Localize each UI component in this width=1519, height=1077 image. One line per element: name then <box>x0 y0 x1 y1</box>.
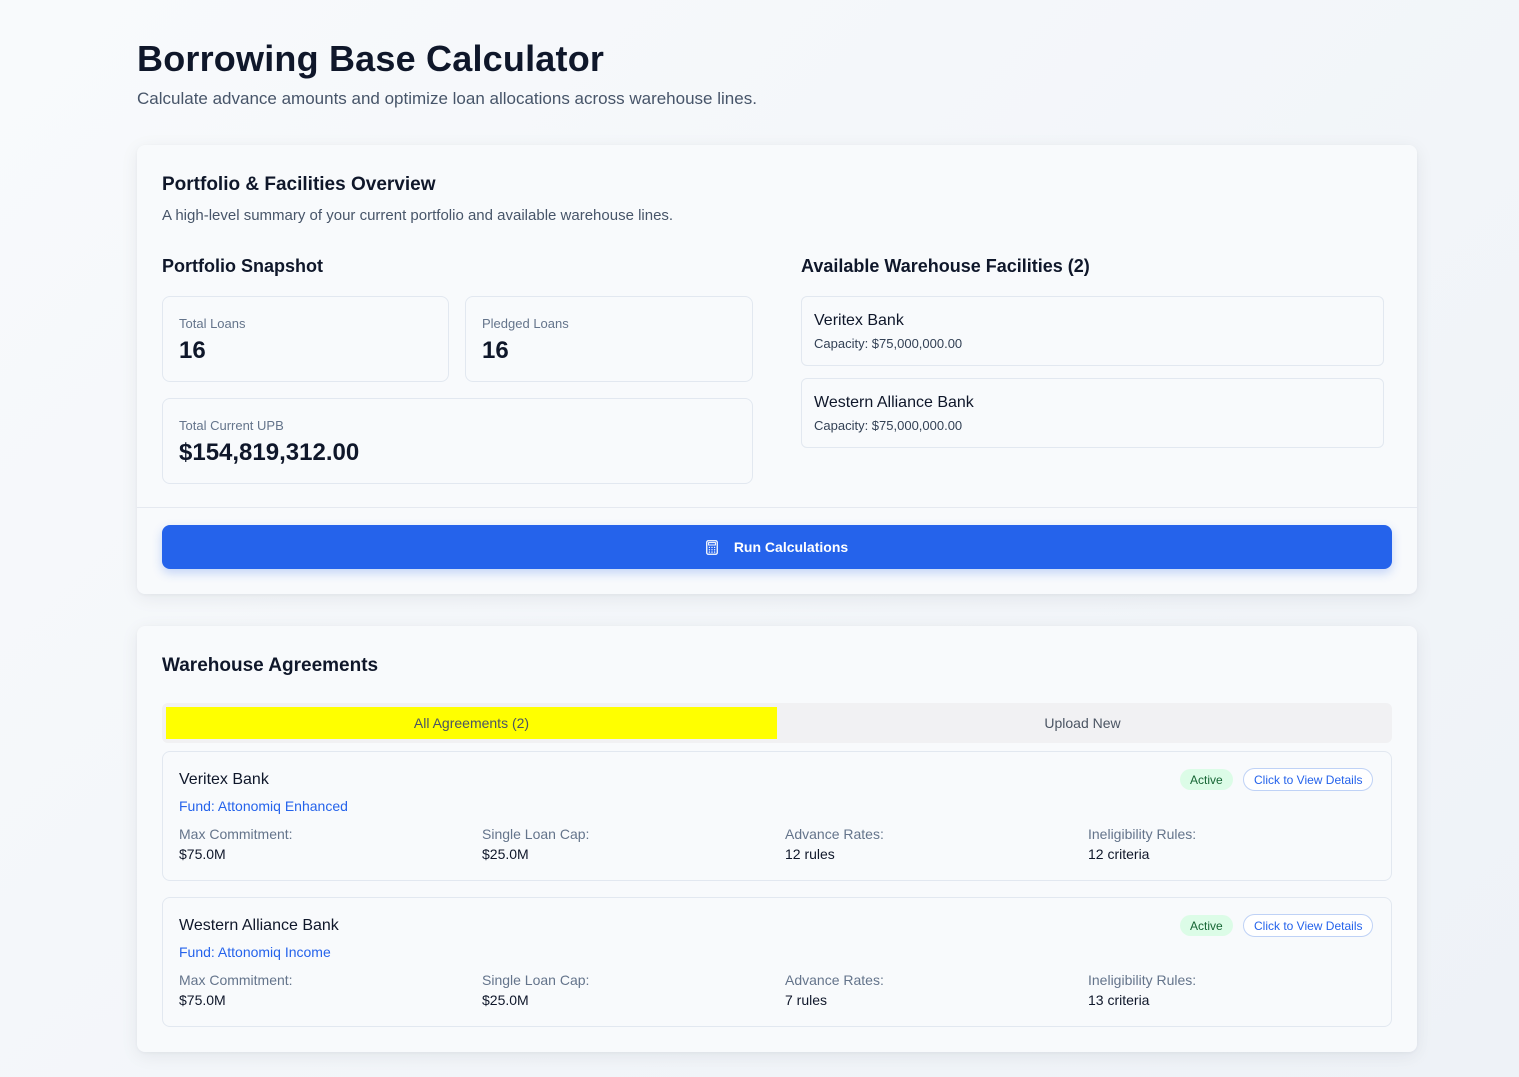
facilities-heading: Available Warehouse Facilities (2) <box>801 256 1090 276</box>
pledged-loans-value: 16 <box>482 337 509 364</box>
status-badge: Active <box>1180 915 1233 936</box>
overview-description: A high-level summary of your current por… <box>162 207 674 224</box>
agreements-tabs: All Agreements (2) Upload New <box>162 703 1392 743</box>
view-details-button[interactable]: Click to View Details <box>1243 768 1374 791</box>
ineligibility-rules-value: 13 criteria <box>1088 992 1150 1008</box>
pledged-loans-stat: Pledged Loans 16 <box>465 296 753 382</box>
warehouse-agreements-card: Warehouse Agreements All Agreements (2) … <box>137 626 1417 1052</box>
agreement-fund-link[interactable]: Fund: Attonomiq Enhanced <box>179 798 348 814</box>
total-loans-stat: Total Loans 16 <box>162 296 449 382</box>
facility-item: Veritex Bank Capacity: $75,000,000.00 <box>801 296 1384 366</box>
total-upb-stat: Total Current UPB $154,819,312.00 <box>162 398 753 484</box>
max-commitment-label: Max Commitment: <box>179 826 293 842</box>
tab-upload-new[interactable]: Upload New <box>1044 715 1121 731</box>
facility-name: Veritex Bank <box>814 312 904 329</box>
agreement-bank-name: Veritex Bank <box>179 771 269 788</box>
ineligibility-rules-label: Ineligibility Rules: <box>1088 826 1197 842</box>
ineligibility-rules-value: 12 criteria <box>1088 846 1150 862</box>
total-upb-value: $154,819,312.00 <box>179 439 360 466</box>
agreement-card: Western Alliance Bank Fund: Attonomiq In… <box>162 897 1392 1027</box>
page-title: Borrowing Base Calculator <box>137 38 605 79</box>
total-upb-label: Total Current UPB <box>179 418 284 433</box>
pledged-loans-label: Pledged Loans <box>482 316 569 331</box>
single-loan-cap-value: $25.0M <box>482 846 529 862</box>
advance-rates-value: 7 rules <box>785 992 828 1008</box>
agreement-bank-name: Western Alliance Bank <box>179 917 339 934</box>
max-commitment-value: $75.0M <box>179 846 226 862</box>
portfolio-snapshot-heading: Portfolio Snapshot <box>162 256 323 276</box>
overview-title: Portfolio & Facilities Overview <box>162 174 436 195</box>
single-loan-cap-label: Single Loan Cap: <box>482 826 590 842</box>
facility-name: Western Alliance Bank <box>814 394 974 411</box>
single-loan-cap-value: $25.0M <box>482 992 529 1008</box>
facility-capacity: Capacity: $75,000,000.00 <box>814 418 963 433</box>
ineligibility-rules-label: Ineligibility Rules: <box>1088 972 1197 988</box>
facility-capacity: Capacity: $75,000,000.00 <box>814 336 963 351</box>
page-subtitle: Calculate advance amounts and optimize l… <box>137 89 757 108</box>
view-details-button[interactable]: Click to View Details <box>1243 914 1374 937</box>
max-commitment-value: $75.0M <box>179 992 226 1008</box>
divider <box>137 507 1417 508</box>
advance-rates-label: Advance Rates: <box>785 972 884 988</box>
max-commitment-label: Max Commitment: <box>179 972 293 988</box>
agreements-title: Warehouse Agreements <box>162 655 379 676</box>
run-calculations-label: Run Calculations <box>733 539 849 555</box>
status-badge: Active <box>1180 769 1233 790</box>
total-loans-label: Total Loans <box>179 316 246 331</box>
calculator-icon <box>705 539 718 555</box>
facility-item: Western Alliance Bank Capacity: $75,000,… <box>801 378 1384 448</box>
advance-rates-label: Advance Rates: <box>785 826 884 842</box>
single-loan-cap-label: Single Loan Cap: <box>482 972 590 988</box>
run-calculations-button[interactable]: Run Calculations <box>162 525 1392 569</box>
tab-all-agreements[interactable]: All Agreements (2) <box>166 707 777 739</box>
agreement-fund-link[interactable]: Fund: Attonomiq Income <box>179 944 331 960</box>
total-loans-value: 16 <box>179 337 206 364</box>
portfolio-overview-card: Portfolio & Facilities Overview A high-l… <box>137 145 1417 594</box>
advance-rates-value: 12 rules <box>785 846 835 862</box>
agreement-card: Veritex Bank Fund: Attonomiq Enhanced Ac… <box>162 751 1392 881</box>
